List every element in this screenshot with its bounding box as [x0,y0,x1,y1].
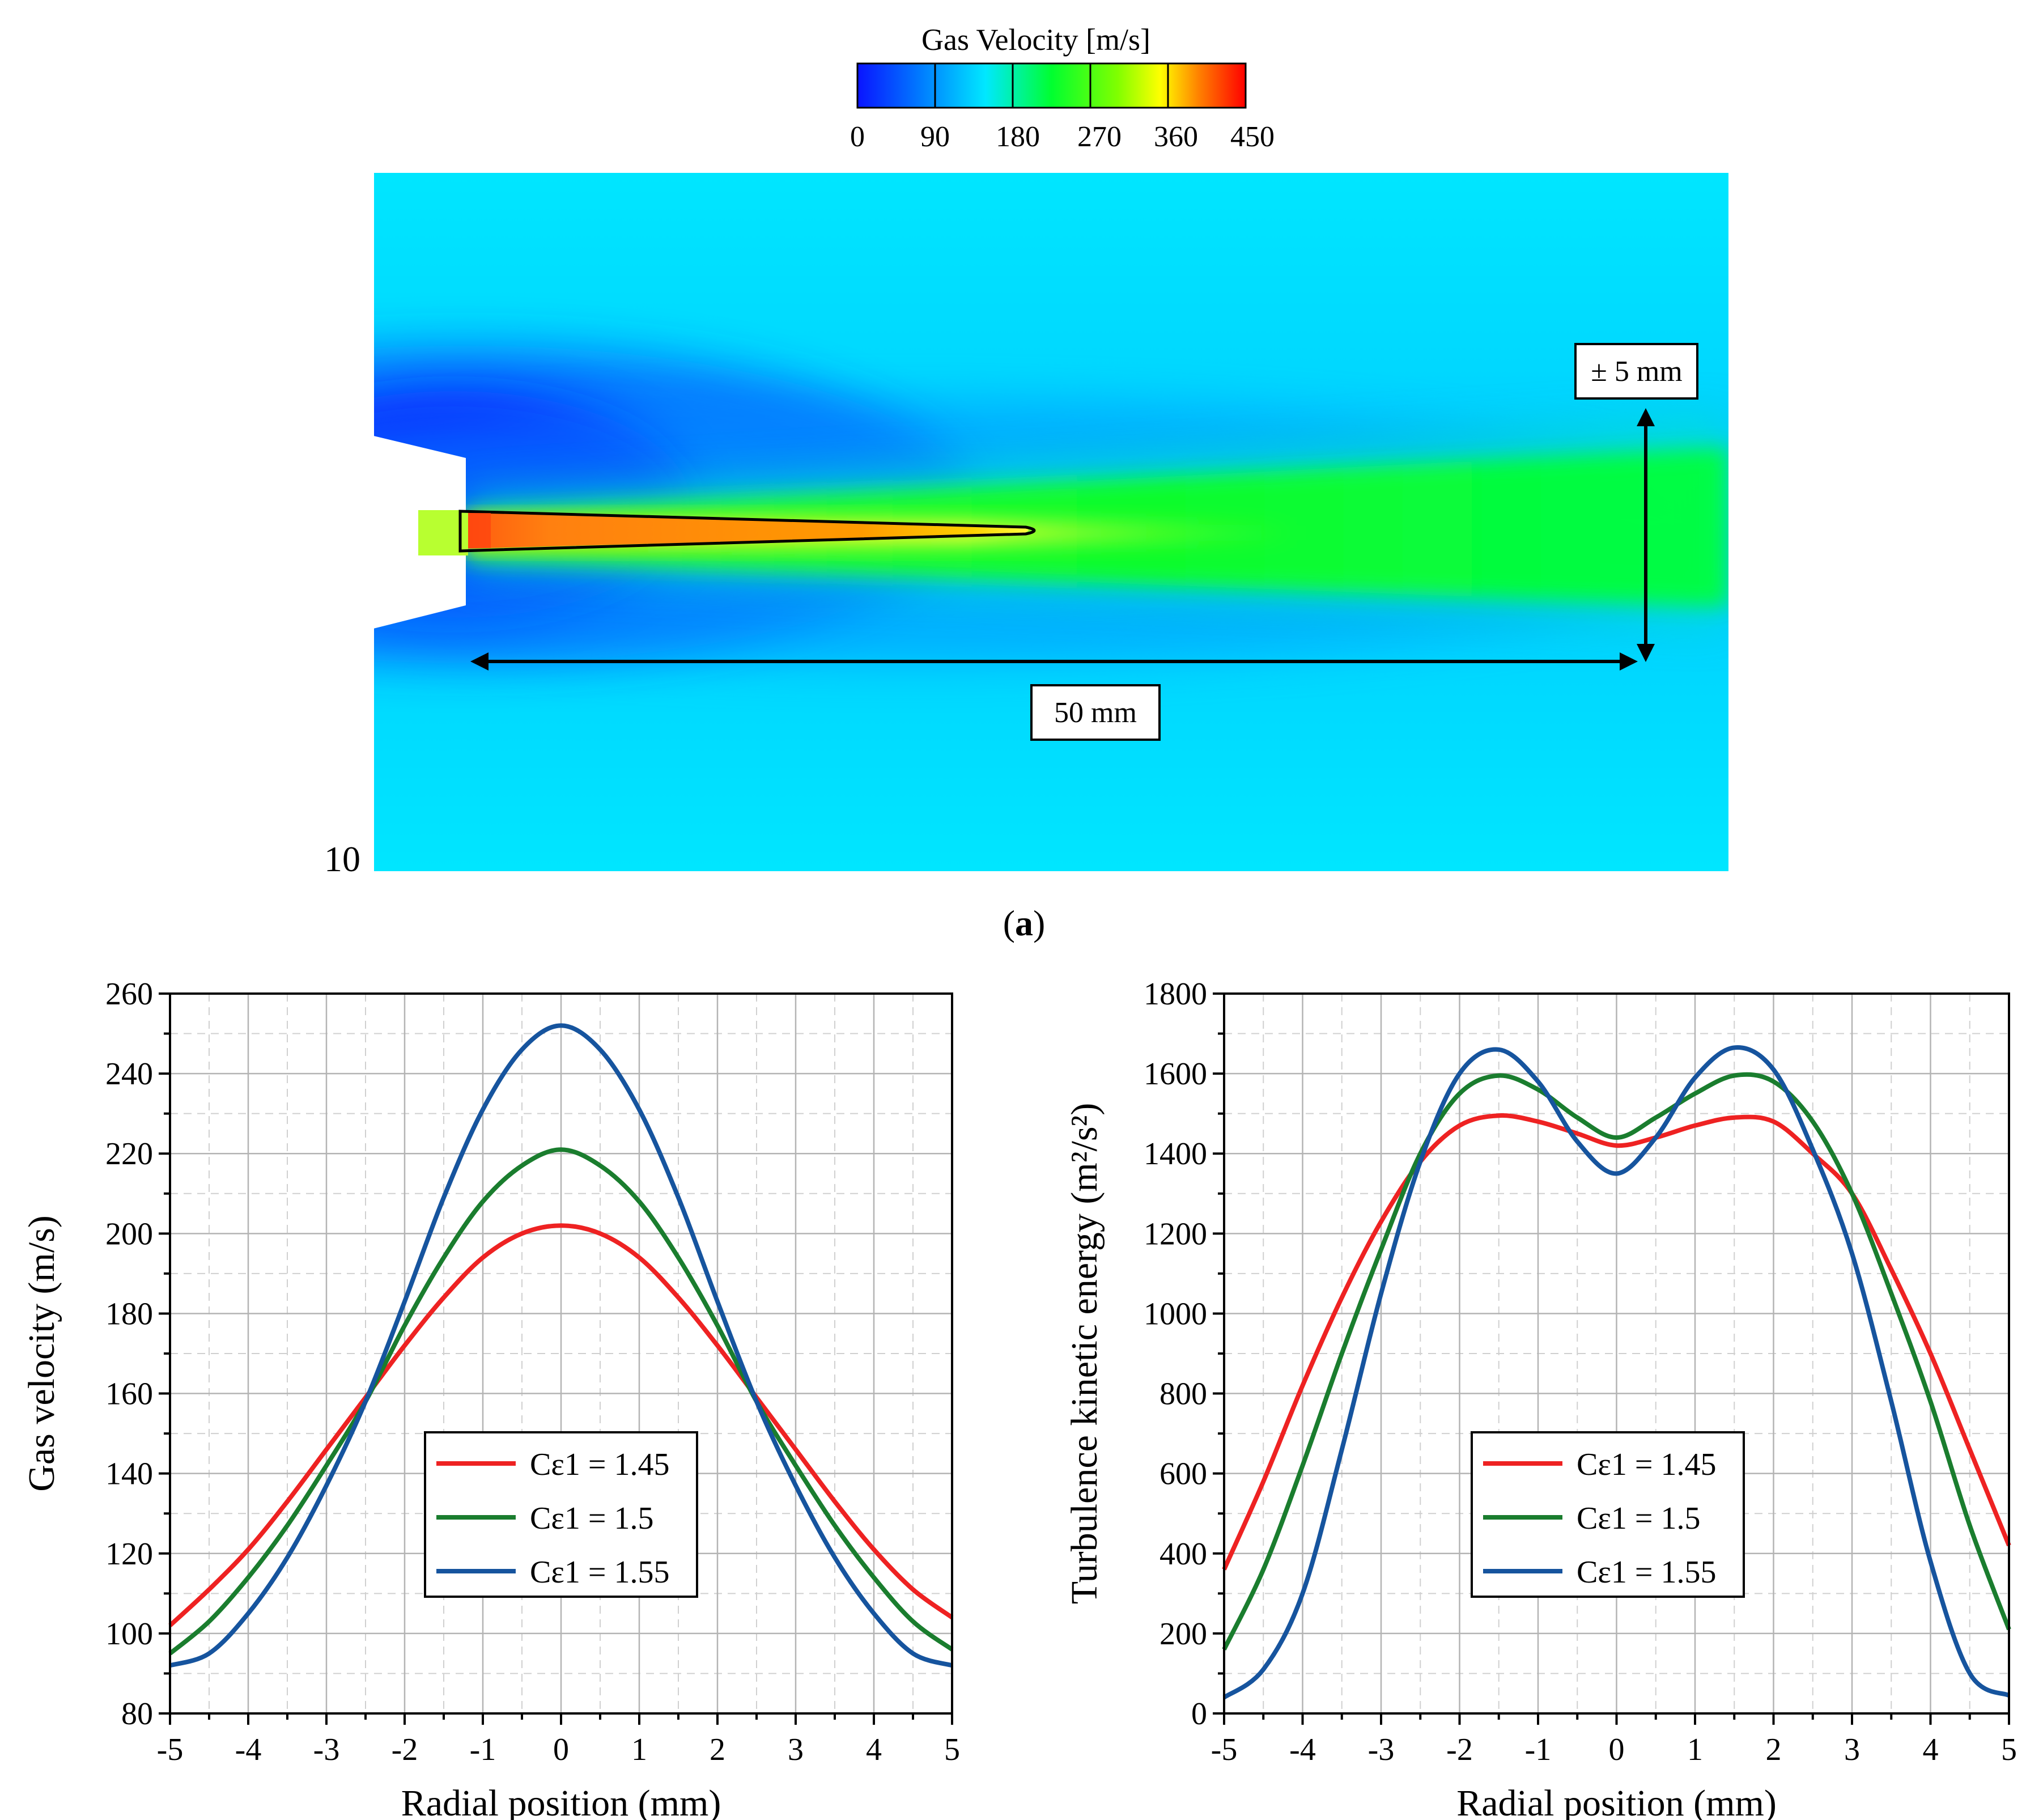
x-tick-label: 2 [1766,1732,1782,1767]
x-tick-label: -4 [1289,1732,1316,1767]
axial-dimension-label: 50 mm [1054,697,1137,729]
y-tick-label: 0 [1191,1696,1207,1732]
chart-legend: Cε1 = 1.45 Cε1 = 1.5 Cε1 = 1.55 [424,1431,698,1598]
y-tick-label: 1800 [1144,977,1207,1012]
series-line-2 [168,1147,954,1656]
y-tick-label: 140 [105,1457,153,1492]
series-line-3 [169,1023,953,1668]
axial-dimension-label-box [1030,684,1161,741]
y-axis-label: Gas velocity (m/s) [21,1215,62,1492]
colorbar-dividers [934,63,1169,108]
axis-ticks: -5 -4 -3 -2 -1 0 1 2 3 4 5 80 100 120 140 160 180 200 220 2… [105,977,960,1767]
x-tick-label: -3 [313,1732,340,1767]
colorbar-tick-label: 450 [1230,121,1275,153]
chart-series [1222,1045,2011,1700]
x-tick-label: 0 [553,1732,569,1767]
y-tick-label: 120 [105,1537,153,1572]
series-line-1 [168,1223,954,1627]
axis-ticks: -5 -4 -3 -2 -1 0 1 2 3 4 5 0 200 400 600 800 1000 1200 140… [1144,977,2017,1767]
y-axis-label: Turbulence kinetic energy (m²/s²) [1064,1103,1105,1605]
colorbar-tick-label: 360 [1154,121,1198,153]
x-tick-label: 5 [944,1732,960,1767]
colorbar-tick-label: 180 [996,121,1040,153]
x-tick-label: -1 [470,1732,496,1767]
panel-b-gas-velocity-chart: -5 -4 -3 -2 -1 0 1 2 3 4 5 80 100 120 140 160 180 200 220 2… [21,977,960,1820]
x-tick-label: 4 [866,1732,882,1767]
y-tick-label: 200 [1159,1617,1207,1652]
x-tick-label: -2 [392,1732,418,1767]
x-tick-label: 3 [788,1732,804,1767]
chart-legend: Cε1 = 1.45 Cε1 = 1.5 Cε1 = 1.55 [1471,1431,1745,1598]
series-line-1 [1222,1113,2011,1571]
x-tick-label: -4 [235,1732,262,1767]
radial-dimension-label: ± 5 mm [1591,355,1682,388]
legend-label: Cε1 = 1.45 [1577,1447,1716,1482]
colorbar-tick-label: 90 [920,121,950,153]
radial-dimension-arrow [1637,408,1655,662]
caption-a: (a) [1003,903,1046,943]
x-tick-label: 0 [1609,1732,1625,1767]
series-line-2 [1222,1072,2011,1651]
y-tick-label: 1600 [1144,1057,1207,1092]
colorbar-tick-label: 0 [850,121,865,153]
y-tick-label: 160 [105,1377,153,1412]
y-tick-label: 600 [1159,1457,1207,1492]
velocity-contour-field [374,173,1728,871]
legend-label: Cε1 = 1.5 [1577,1501,1700,1536]
x-axis-label: Radial position (mm) [401,1783,721,1820]
y-tick-label: 1400 [1144,1136,1207,1172]
x-tick-label: -5 [157,1732,184,1767]
core-contour-outline [458,510,1036,553]
y-tick-label: 220 [105,1136,153,1172]
x-tick-label: 1 [631,1732,647,1767]
chart-series [168,1023,954,1668]
axial-dimension-arrow [470,652,1638,671]
colorbar-tick-label: 270 [1077,121,1122,153]
colorbar-title: Gas Velocity [m/s] [921,23,1150,57]
legend-label: Cε1 = 1.55 [530,1555,669,1590]
series-line-3 [1222,1045,2010,1700]
legend-label: Cε1 = 1.5 [530,1501,653,1536]
panel-c-turbulence-chart: -5 -4 -3 -2 -1 0 1 2 3 4 5 0 200 400 600 800 1000 1200 140… [1064,977,2017,1820]
y-tick-label: 1200 [1144,1216,1207,1251]
x-tick-label: 3 [1844,1732,1860,1767]
x-tick-label: -1 [1525,1732,1552,1767]
radial-dimension-label-box [1574,343,1698,400]
legend-label: Cε1 = 1.45 [530,1447,669,1482]
corner-label: 10 [324,839,360,879]
y-tick-label: 80 [121,1696,153,1732]
y-tick-label: 1000 [1144,1296,1207,1331]
x-tick-label: 4 [1923,1732,1939,1767]
legend-label: Cε1 = 1.55 [1577,1555,1716,1590]
x-tick-label: 1 [1687,1732,1703,1767]
x-tick-label: 2 [710,1732,725,1767]
y-tick-label: 100 [105,1617,153,1652]
x-tick-label: -2 [1446,1732,1473,1767]
y-tick-label: 180 [105,1296,153,1331]
y-tick-label: 200 [105,1216,153,1251]
caption-a-letter: a [1015,903,1033,943]
x-tick-label: -5 [1211,1732,1238,1767]
chart-gridlines [169,992,953,1715]
y-tick-label: 240 [105,1057,153,1092]
y-tick-label: 260 [105,977,153,1012]
x-tick-label: 5 [2001,1732,2017,1767]
x-axis-label: Radial position (mm) [1456,1783,1777,1820]
x-tick-label: -3 [1368,1732,1395,1767]
panel-a-contour-figure: Gas Velocity [m/s] 0 90 180 270 360 450 [324,23,1728,943]
y-tick-label: 400 [1159,1537,1207,1572]
y-tick-label: 800 [1159,1377,1207,1412]
colorbar [856,62,1247,109]
